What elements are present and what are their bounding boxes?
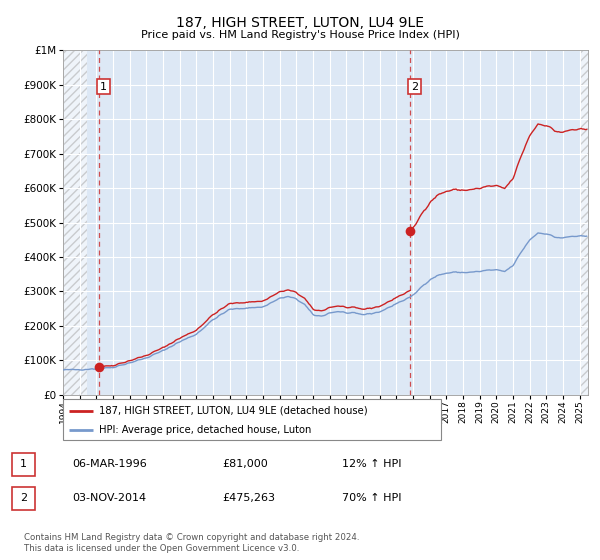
Text: Price paid vs. HM Land Registry's House Price Index (HPI): Price paid vs. HM Land Registry's House … <box>140 30 460 40</box>
Text: 187, HIGH STREET, LUTON, LU4 9LE (detached house): 187, HIGH STREET, LUTON, LU4 9LE (detach… <box>99 405 368 416</box>
Text: 1: 1 <box>100 82 107 92</box>
Text: £81,000: £81,000 <box>222 459 268 469</box>
Text: £475,263: £475,263 <box>222 493 275 503</box>
FancyBboxPatch shape <box>63 399 441 440</box>
Text: 1: 1 <box>20 459 27 469</box>
Text: 70% ↑ HPI: 70% ↑ HPI <box>342 493 401 503</box>
Bar <box>580 50 588 395</box>
Text: HPI: Average price, detached house, Luton: HPI: Average price, detached house, Luto… <box>99 425 311 435</box>
Text: 2: 2 <box>411 82 418 92</box>
Text: 2: 2 <box>20 493 27 503</box>
Text: 12% ↑ HPI: 12% ↑ HPI <box>342 459 401 469</box>
Text: 187, HIGH STREET, LUTON, LU4 9LE: 187, HIGH STREET, LUTON, LU4 9LE <box>176 16 424 30</box>
Text: 03-NOV-2014: 03-NOV-2014 <box>72 493 146 503</box>
Bar <box>63 50 86 395</box>
Text: Contains HM Land Registry data © Crown copyright and database right 2024.
This d: Contains HM Land Registry data © Crown c… <box>24 533 359 553</box>
Text: 06-MAR-1996: 06-MAR-1996 <box>72 459 147 469</box>
